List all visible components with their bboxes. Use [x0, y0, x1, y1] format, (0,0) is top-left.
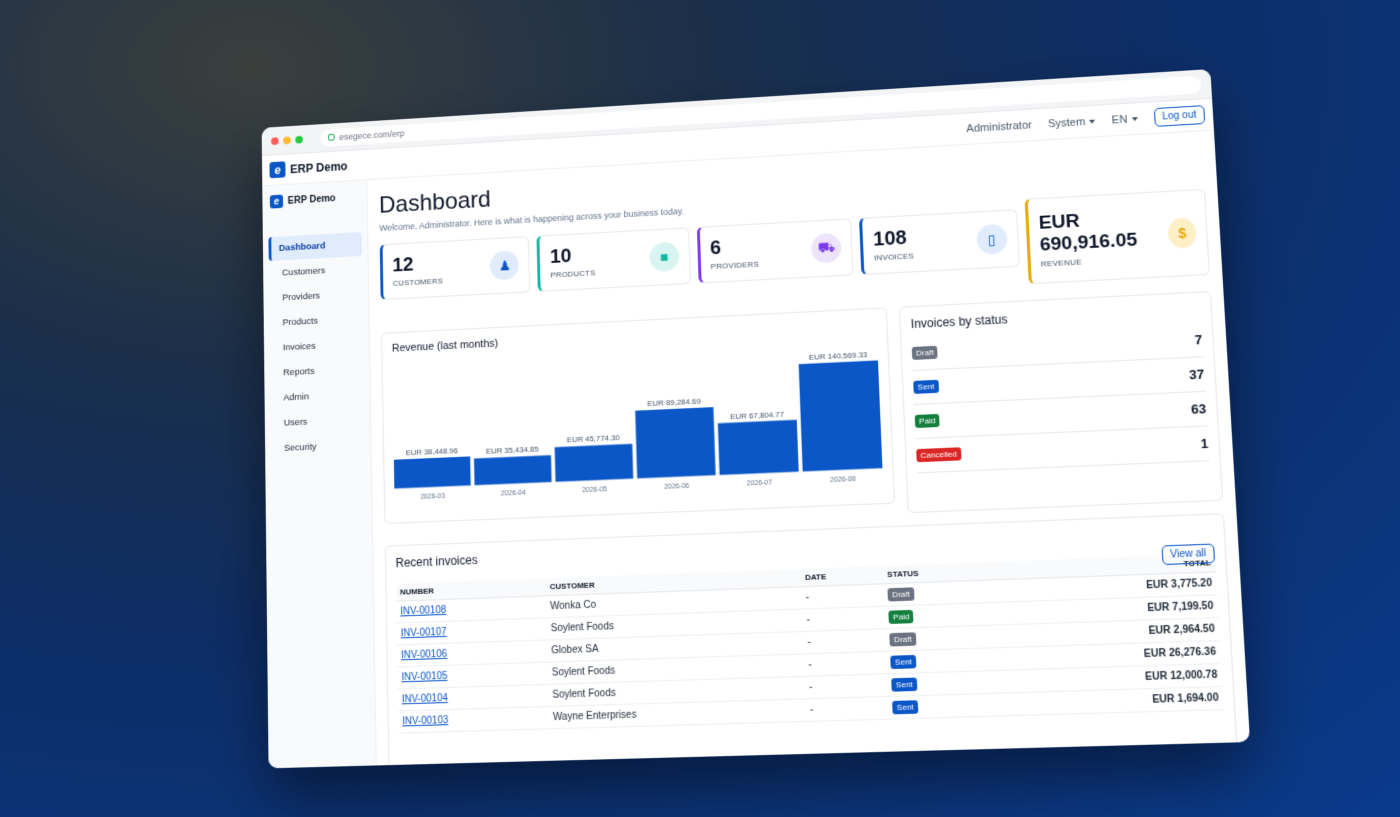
stat-card-products[interactable]: 10 PRODUCTS ■ — [537, 227, 691, 292]
sidebar: e ERP Demo Dashboard Customers Providers… — [262, 180, 376, 768]
status-badge: Paid — [915, 414, 940, 428]
status-count: 63 — [1191, 401, 1207, 417]
bar-2026-04[interactable] — [474, 455, 552, 485]
recent-invoices-panel: Recent invoices View all NUMBER CUSTOMER… — [385, 513, 1240, 765]
stat-value: 108 — [873, 227, 914, 249]
status-badge: Draft — [888, 587, 914, 601]
truck-icon: ⛟ — [811, 233, 842, 264]
status-count: 7 — [1194, 332, 1202, 348]
x-tick-label: 2026-03 — [420, 493, 445, 501]
stat-value: 10 — [550, 245, 596, 267]
invoice-status: Sent — [887, 670, 999, 696]
invoice-status: Sent — [888, 693, 1000, 719]
stat-label: PROVIDERS — [711, 259, 760, 270]
view-all-button[interactable]: View all — [1161, 544, 1215, 566]
recent-invoices-table: NUMBER CUSTOMER DATE STATUS TOTAL INV-00… — [396, 554, 1224, 734]
sidebar-brand-name: ERP Demo — [288, 193, 336, 206]
sidebar-item-products[interactable]: Products — [269, 307, 363, 336]
x-tick-label: 2026-08 — [830, 476, 856, 484]
invoice-date: - — [805, 674, 889, 699]
user-name: Administrator — [966, 119, 1032, 135]
stat-label: REVENUE — [1041, 253, 1170, 269]
bar-data-label: EUR 35,434.85 — [486, 445, 539, 456]
sidebar-item-providers[interactable]: Providers — [269, 282, 363, 311]
bar-data-label: EUR 140,569.33 — [809, 350, 869, 362]
x-tick-label: 2026-06 — [664, 483, 690, 491]
stat-label: PRODUCTS — [550, 268, 595, 279]
bar-2026-07[interactable] — [718, 420, 799, 475]
dollar-icon: $ — [1167, 217, 1196, 248]
stat-card-customers[interactable]: 12 CUSTOMERS ♟ — [380, 236, 531, 300]
brand[interactable]: e ERP Demo — [269, 158, 347, 179]
bar-data-label: EUR 45,774.30 — [567, 433, 621, 444]
stat-label: CUSTOMERS — [393, 276, 443, 287]
bar-2026-03[interactable] — [394, 456, 471, 488]
x-tick-label: 2026-07 — [747, 480, 773, 488]
revenue-chart-panel: Revenue (last months) EUR 38,448.96 2026-… — [381, 307, 895, 524]
box-icon: ■ — [649, 242, 679, 273]
bar-2026-06[interactable] — [635, 407, 715, 478]
bar-data-label: EUR 38,448.96 — [406, 446, 459, 457]
stat-card-invoices[interactable]: 108 INVOICES ▯ — [859, 209, 1019, 275]
phone-icon: ▯ — [976, 224, 1008, 255]
language-menu[interactable]: EN — [1111, 113, 1137, 126]
address-text: esegece.com/erp — [339, 128, 404, 141]
status-count: 37 — [1189, 366, 1205, 382]
status-badge: Draft — [912, 346, 938, 360]
invoice-date: - — [803, 629, 886, 654]
brand-name: ERP Demo — [290, 159, 347, 176]
sidebar-brand[interactable]: e ERP Demo — [268, 190, 361, 209]
revenue-bar-chart: EUR 38,448.96 2026-03 EUR 35,434.85 2026-04… — [392, 331, 883, 511]
browser-window: esegece.com/erp e ERP Demo Administrator… — [262, 69, 1250, 768]
lock-icon — [328, 134, 335, 141]
user-icon: ♟ — [490, 250, 520, 281]
bar-data-label: EUR 67,804.77 — [730, 409, 784, 420]
status-badge: Cancelled — [916, 447, 961, 462]
maximize-window-button[interactable] — [295, 135, 303, 143]
invoice-date: - — [804, 651, 888, 676]
status-badge: Sent — [913, 380, 938, 394]
stat-card-providers[interactable]: 6 PROVIDERS ⛟ — [697, 218, 854, 283]
invoice-date: - — [801, 584, 884, 609]
sidebar-item-customers[interactable]: Customers — [269, 257, 363, 286]
logout-button[interactable]: Log out — [1153, 105, 1205, 127]
close-window-button[interactable] — [271, 137, 279, 145]
erp-logo-icon: e — [269, 161, 285, 178]
stat-value: 6 — [710, 236, 759, 258]
invoice-number-link[interactable]: INV-00103 — [398, 707, 549, 734]
invoices-by-status-panel: Invoices by status Draft 7 Sent 37 Paid … — [899, 291, 1223, 513]
bar-data-label: EUR 89,284.69 — [647, 397, 701, 408]
x-tick-label: 2026-04 — [501, 490, 526, 498]
status-count: 1 — [1200, 436, 1208, 452]
stat-value: EUR 690,916.05 — [1038, 206, 1169, 256]
status-badge: Draft — [890, 632, 916, 646]
status-badge: Sent — [892, 700, 918, 714]
bar-2026-08[interactable] — [799, 360, 883, 471]
sidebar-item-security[interactable]: Security — [271, 433, 365, 462]
status-badge: Paid — [889, 610, 914, 624]
minimize-window-button[interactable] — [283, 136, 291, 144]
main-content: Dashboard Welcome, Administrator. Here i… — [367, 130, 1250, 765]
bar-2026-05[interactable] — [555, 444, 634, 482]
system-menu[interactable]: System — [1048, 115, 1096, 130]
x-tick-label: 2026-05 — [582, 486, 607, 494]
invoice-date: - — [802, 606, 885, 631]
stat-card-revenue[interactable]: EUR 690,916.05 REVENUE $ — [1024, 189, 1210, 284]
sidebar-item-invoices[interactable]: Invoices — [270, 332, 364, 361]
status-badge: Sent — [892, 678, 918, 692]
sidebar-item-users[interactable]: Users — [270, 407, 364, 436]
erp-logo-icon: e — [270, 195, 283, 209]
sidebar-item-admin[interactable]: Admin — [270, 382, 364, 411]
invoice-date: - — [805, 696, 889, 721]
stat-label: INVOICES — [874, 251, 914, 262]
status-badge: Sent — [891, 655, 917, 669]
stat-value: 12 — [392, 253, 443, 275]
sidebar-item-reports[interactable]: Reports — [270, 357, 364, 386]
